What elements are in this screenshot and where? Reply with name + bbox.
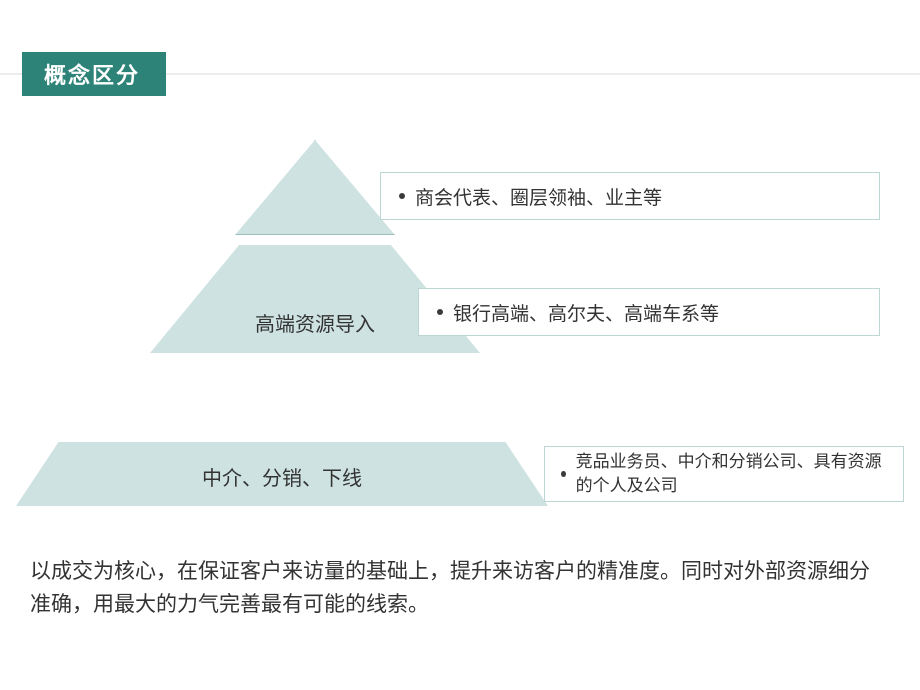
bottom-label-text: 中介、分销、下线 — [202, 468, 362, 490]
bottom-label: 中介、分销、下线 — [16, 462, 548, 491]
bullet-icon — [561, 471, 566, 477]
pyramid-level-1-desc-text: 商会代表、圈层领袖、业主等 — [415, 183, 662, 210]
bottom-desc-bar: 竞品业务员、中介和分销公司、具有资源的个人及公司 — [544, 446, 904, 502]
footer-paragraph-text: 以成交为核心，在保证客户来访量的基础上，提升来访客户的精准度。同时对外部资源细分… — [30, 560, 870, 616]
pyramid-level-2-desc-text: 银行高端、高尔夫、高端车系等 — [453, 299, 719, 326]
footer-paragraph: 以成交为核心，在保证客户来访量的基础上，提升来访客户的精准度。同时对外部资源细分… — [30, 556, 890, 621]
bottom-desc-text: 竞品业务员、中介和分销公司、具有资源的个人及公司 — [576, 450, 889, 498]
pyramid-level-2-desc-bar: 银行高端、高尔夫、高端车系等 — [418, 288, 880, 336]
bullet-icon — [399, 193, 405, 199]
bottom-row: 中介、分销、下线 竞品业务员、中介和分销公司、具有资源的个人及公司 — [16, 442, 904, 506]
pyramid-level-1-shape — [235, 140, 395, 235]
pyramid-level-2-label-text: 高端资源导入 — [255, 314, 375, 336]
pyramid-level-1-desc-bar: 商会代表、圈层领袖、业主等 — [380, 172, 880, 220]
slide-title: 概念区分 — [22, 52, 166, 96]
slide-title-text: 概念区分 — [44, 58, 140, 90]
pyramid-area: 高端资源导入 商会代表、圈层领袖、业主等 银行高端、高尔夫、高端车系等 — [0, 140, 920, 410]
bullet-icon — [437, 309, 443, 315]
header-bar: 概念区分 — [0, 52, 920, 96]
